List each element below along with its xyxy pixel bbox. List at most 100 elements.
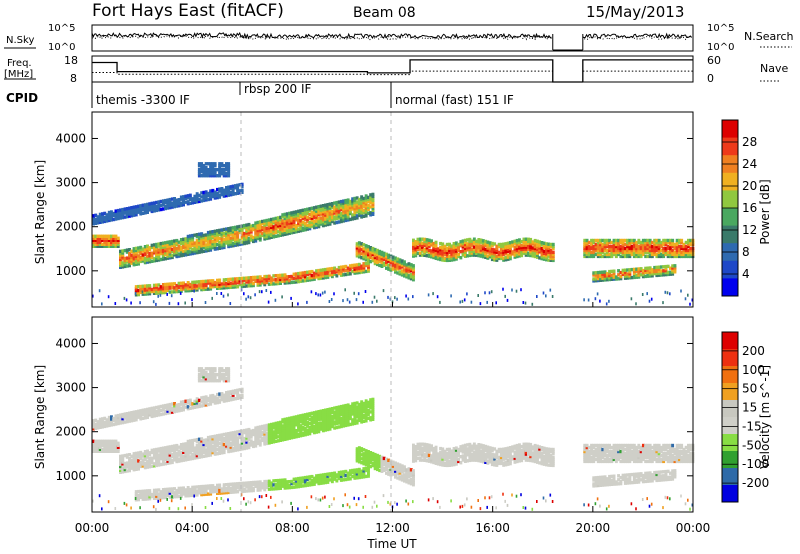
power-cell	[617, 244, 620, 249]
power-cell	[231, 230, 235, 234]
power-cell	[227, 230, 231, 235]
power-cell	[608, 254, 611, 259]
velocity-cell	[299, 424, 303, 428]
velocity-cell	[107, 421, 111, 426]
power-cell	[463, 242, 467, 247]
power-cell	[421, 249, 424, 253]
velocity-cell	[213, 485, 217, 490]
power-cell	[265, 234, 269, 239]
velocity-cell	[324, 418, 327, 422]
power-cell	[148, 208, 152, 212]
velocity-cell	[137, 467, 140, 471]
power-cell	[360, 203, 364, 207]
power-cell	[191, 249, 195, 254]
velocity-cell	[193, 403, 197, 407]
power-cell	[518, 242, 521, 246]
velocity-cell	[173, 444, 176, 448]
velocity-cell	[222, 444, 226, 449]
velocity-cell	[220, 395, 224, 400]
cpid-label: CPID	[6, 91, 38, 105]
power-cell	[229, 277, 233, 281]
power-cell	[596, 270, 600, 275]
power-cell	[477, 242, 481, 246]
power-cell	[164, 206, 167, 211]
power-cell	[155, 254, 158, 259]
power-cell	[234, 192, 237, 196]
power-cell	[306, 223, 309, 227]
velocity-cell	[191, 456, 195, 461]
power-cell	[182, 245, 185, 249]
power-cell	[434, 244, 438, 248]
velocity-cell	[114, 443, 118, 447]
velocity-cell	[308, 429, 312, 434]
power-cell	[621, 252, 625, 257]
power-cell	[337, 267, 341, 272]
power-cell	[339, 267, 343, 271]
velocity-cell	[195, 446, 199, 450]
velocity-cell	[240, 447, 244, 451]
power-cell	[186, 283, 190, 287]
power-cell	[339, 271, 343, 275]
velocity-cell	[220, 393, 224, 398]
power-cell	[367, 258, 370, 263]
velocity-cell	[261, 482, 264, 486]
power-cell	[146, 256, 149, 260]
velocity-cell	[128, 464, 131, 469]
power-cell	[653, 238, 657, 243]
power-cell	[279, 219, 282, 224]
velocity-cell	[276, 425, 280, 429]
velocity-cell	[105, 424, 109, 428]
power-cell	[412, 295, 414, 299]
freq-tick-top: 18	[64, 54, 78, 67]
velocity-cell	[285, 417, 289, 421]
power-cell	[508, 252, 512, 257]
power-cell	[193, 196, 197, 200]
velocity-cell	[209, 394, 213, 398]
velocity-cell	[256, 441, 260, 446]
power-cell	[527, 253, 530, 257]
power-cell	[430, 253, 433, 257]
power-cell	[659, 244, 663, 249]
velocity-cell	[128, 411, 131, 415]
power-cell	[504, 242, 508, 246]
power-cell	[626, 242, 629, 247]
power-cell	[220, 168, 224, 172]
power-cell	[202, 233, 206, 238]
power-cell	[590, 238, 593, 243]
power-cell	[360, 264, 364, 268]
power-cell	[531, 250, 535, 254]
velocity-cell	[211, 444, 215, 449]
power-cell	[197, 193, 201, 198]
power-cell	[603, 246, 607, 251]
power-cell	[119, 251, 122, 256]
power-cell	[479, 250, 483, 254]
power-cell	[344, 210, 348, 215]
power-cell	[123, 211, 127, 215]
power-cell	[373, 257, 377, 262]
velocity-cell	[285, 421, 289, 425]
power-cell	[355, 216, 359, 220]
velocity-cell	[243, 483, 246, 487]
power-cell	[166, 252, 170, 256]
power-cell	[321, 268, 325, 272]
beam-label: Beam 08	[353, 5, 416, 21]
power-cell	[137, 206, 140, 210]
power-cell	[421, 245, 424, 249]
power-cell	[680, 254, 684, 259]
power-cell	[155, 242, 158, 247]
velocity-cell	[324, 412, 327, 416]
velocity-cell	[290, 485, 294, 490]
velocity-cell	[182, 406, 185, 410]
velocity-cell	[139, 417, 143, 421]
velocity-cell	[188, 445, 192, 449]
power-cell	[209, 279, 213, 283]
power-cell	[671, 242, 675, 247]
velocity-cell	[119, 462, 122, 467]
velocity-cell	[229, 396, 233, 400]
power-cell	[209, 242, 213, 246]
power-cell	[173, 245, 176, 249]
velocity-cell	[213, 487, 217, 492]
power-cell	[504, 250, 508, 254]
power-cell	[646, 244, 650, 249]
velocity-cell	[112, 418, 116, 423]
